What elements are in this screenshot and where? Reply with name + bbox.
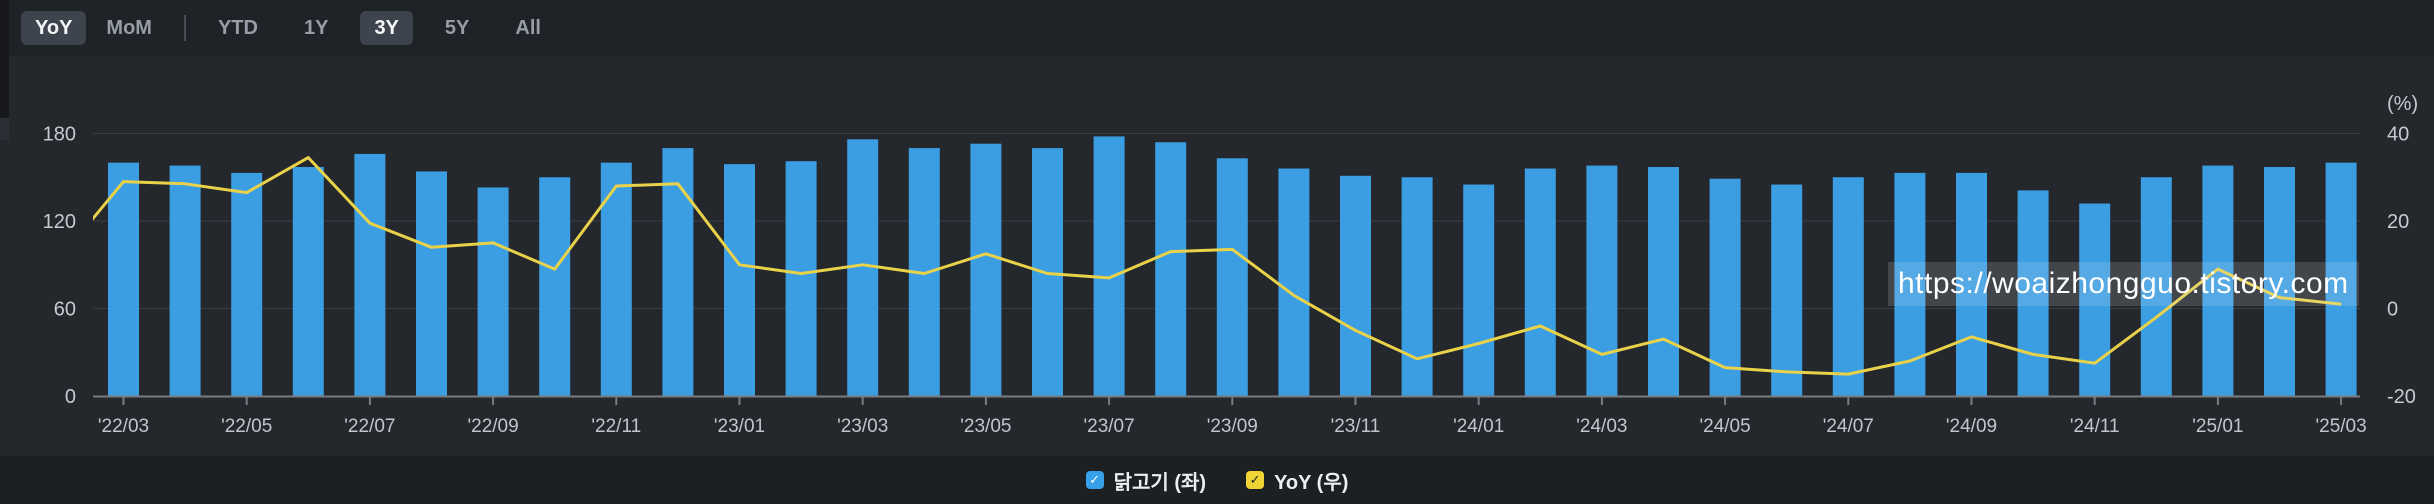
bar[interactable] (1586, 165, 1618, 396)
x-axis-tick-label: '24/07 (1823, 416, 1874, 437)
bar[interactable] (231, 172, 263, 396)
bar[interactable] (477, 187, 509, 396)
x-axis-tick-label: '24/09 (1946, 416, 1997, 437)
adjacent-panel-edge (0, 0, 9, 140)
combo-chart-svg: 0 60 120 180 -20 0 20 40 (%) '22/03 '22/05 '22/07 '2… (43, 93, 2418, 437)
yoy-line (93, 156, 2342, 376)
bar[interactable] (539, 177, 571, 396)
toolbar-button-yoy[interactable]: YoY (21, 11, 87, 45)
legend-item-bar-series[interactable]: ✓ 닭고기 (좌) (1085, 466, 1207, 495)
bar[interactable] (1463, 184, 1495, 396)
bar[interactable] (970, 143, 1002, 396)
legend-item-line-series[interactable]: ✓ YoY (우) (1246, 466, 1348, 495)
adjacent-panel-edge-notch (0, 118, 9, 140)
chart-area: 0 60 120 180 -20 0 20 40 (%) '22/03 '22/05 '22/07 '2… (0, 56, 2434, 456)
toolbar-divider (183, 15, 186, 41)
toolbar-button-5y[interactable]: 5Y (431, 11, 483, 45)
bar[interactable] (1216, 158, 1248, 396)
right-axis-tick-label: -20 (2387, 386, 2416, 408)
watermark: https://woaizhongguo.tistory.com (1888, 262, 2359, 306)
x-axis-tick-label: '22/09 (468, 416, 519, 437)
bar[interactable] (2017, 190, 2049, 396)
toolbar-button-ytd[interactable]: YTD (204, 11, 272, 45)
x-axis-tick-label: '23/01 (714, 416, 765, 437)
legend: ✓ 닭고기 (좌) ✓ YoY (우) (0, 456, 2434, 504)
bar[interactable] (1956, 172, 1987, 396)
bar[interactable] (2325, 162, 2357, 396)
bar[interactable] (1524, 168, 1556, 397)
toolbar-button-1y[interactable]: 1Y (290, 11, 342, 45)
toolbar: YoY MoM YTD 1Y 3Y 5Y All (0, 0, 2434, 56)
right-axis-tick-label: 40 (2387, 124, 2409, 146)
x-axis-tick-label: '24/03 (1576, 416, 1627, 437)
toolbar-button-all[interactable]: All (501, 11, 555, 45)
toolbar-button-3y[interactable]: 3Y (360, 11, 413, 45)
bar[interactable] (2140, 177, 2172, 396)
x-axis-tick-label: '23/11 (1331, 416, 1381, 437)
checked-checkbox-icon[interactable]: ✓ (1085, 471, 1104, 489)
bar[interactable] (292, 167, 324, 396)
x-axis-tick-label: '23/07 (1084, 416, 1135, 437)
bar[interactable] (1771, 184, 1803, 396)
legend-label: YoY (우) (1274, 471, 1349, 494)
bar[interactable] (169, 165, 201, 396)
bar[interactable] (108, 162, 139, 396)
bar[interactable] (354, 153, 386, 396)
bar[interactable] (600, 162, 632, 396)
x-axis-tick-label: '25/01 (2192, 416, 2243, 437)
bar[interactable] (416, 171, 447, 396)
x-axis-tick-label: '24/11 (2070, 416, 2120, 437)
x-axis-tick-label: '23/03 (837, 416, 888, 437)
x-axis-tick-label: '22/05 (221, 416, 272, 437)
x-axis-tick-label: '25/03 (2316, 416, 2367, 437)
x-axis-tick-label: '23/05 (960, 416, 1011, 437)
bar[interactable] (1155, 142, 1187, 396)
x-axis-tick-label: '23/09 (1207, 416, 1258, 437)
bar[interactable] (1401, 177, 1433, 396)
right-axis-unit-label: (%) (2387, 93, 2418, 115)
bar[interactable] (1648, 167, 1679, 396)
bar[interactable] (1278, 168, 1310, 397)
bar[interactable] (1832, 177, 1864, 396)
right-axis-tick-label: 20 (2387, 211, 2409, 233)
x-axis-tick-label: '24/01 (1453, 416, 1504, 437)
checked-checkbox-icon[interactable]: ✓ (1246, 471, 1265, 489)
legend-label: 닭고기 (좌) (1113, 471, 1207, 494)
bar[interactable] (1093, 136, 1125, 396)
bar[interactable] (785, 161, 817, 396)
x-axis-tick-label: '22/03 (98, 416, 149, 437)
x-axis-tick-label: '22/07 (344, 416, 395, 437)
bar[interactable] (2264, 167, 2295, 396)
left-axis-tick-label: 0 (65, 386, 76, 408)
bar[interactable] (2202, 165, 2234, 396)
compare-button-group: YoY MoM (21, 11, 166, 45)
bar[interactable] (1894, 172, 1926, 396)
bar[interactable] (662, 148, 694, 396)
bar[interactable] (724, 164, 755, 396)
x-axis-tick-label: '22/11 (591, 416, 641, 437)
range-button-group: YTD 1Y 3Y 5Y All (204, 11, 555, 45)
bar[interactable] (1709, 178, 1741, 396)
left-axis-tick-label: 180 (43, 124, 76, 146)
toolbar-button-mom[interactable]: MoM (92, 11, 166, 45)
left-axis-tick-label: 60 (54, 299, 76, 321)
x-axis-tick-label: '24/05 (1700, 416, 1751, 437)
bar[interactable] (1340, 175, 1371, 396)
right-axis-tick-label: 0 (2387, 299, 2398, 321)
left-axis-tick-label: 120 (43, 211, 76, 233)
